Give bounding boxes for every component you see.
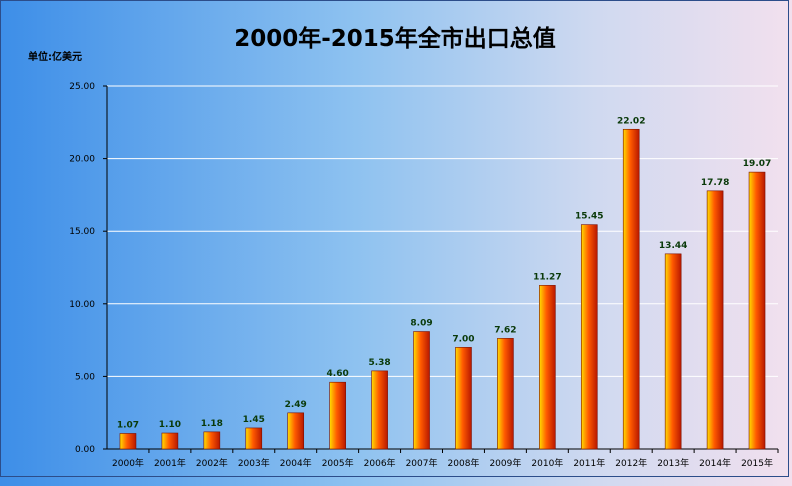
x-tick-label: 2003年 — [238, 457, 270, 469]
x-tick-label: 2011年 — [573, 457, 605, 469]
bar — [161, 432, 179, 450]
x-tick-label: 2013年 — [657, 457, 689, 469]
bar — [622, 128, 640, 450]
y-tick-label: 0.00 — [75, 445, 95, 455]
bar — [329, 381, 346, 450]
x-tick-label: 2006年 — [364, 457, 396, 469]
bar — [245, 427, 263, 450]
bar — [706, 190, 724, 450]
data-label: 7.62 — [494, 325, 516, 335]
bar — [371, 370, 388, 450]
bars — [119, 128, 766, 450]
chart-title: 2000年-2015年全市出口总值 — [234, 25, 556, 52]
unit-label: 单位:亿美元 — [28, 50, 82, 63]
bar — [119, 433, 137, 450]
x-tick-label: 2007年 — [406, 457, 438, 469]
data-label: 1.45 — [243, 415, 265, 425]
data-label: 22.02 — [617, 116, 645, 126]
bar — [539, 285, 556, 450]
data-label: 13.44 — [659, 241, 687, 251]
x-tick-label: 2005年 — [322, 457, 354, 469]
y-tick-label: 15.00 — [69, 227, 95, 237]
data-label: 2.49 — [285, 400, 307, 410]
bar — [580, 224, 598, 450]
y-tick-label: 20.00 — [69, 155, 95, 165]
chart-border — [0, 0, 789, 477]
data-label: 11.27 — [533, 272, 561, 282]
x-tick-label: 2015年 — [741, 457, 773, 469]
bar — [748, 171, 766, 450]
y-tick-label: 5.00 — [75, 372, 95, 382]
bar — [664, 253, 682, 450]
data-label: 7.00 — [452, 334, 474, 344]
bar — [287, 412, 305, 450]
tick-labels: 0.00 5.00 10.00 15.00 20.00 25.00 2000年 2001年 20… — [69, 82, 773, 469]
data-label: 17.78 — [701, 178, 729, 188]
x-tick-label: 2010年 — [531, 457, 563, 469]
data-labels: 1.07 1.10 1.18 1.45 2.49 4.60 5.38 8.09 7.00 7.62… — [117, 116, 771, 430]
data-label: 19.07 — [743, 159, 771, 169]
x-tick-label: 2009年 — [489, 457, 521, 469]
y-tick-label: 10.00 — [69, 300, 95, 310]
data-label: 1.10 — [159, 420, 181, 430]
x-tick-label: 2014年 — [699, 457, 731, 469]
bar — [497, 338, 514, 450]
data-label: 15.45 — [575, 212, 603, 222]
data-label: 4.60 — [327, 369, 349, 379]
x-tick-label: 2004年 — [280, 457, 312, 469]
x-tick-label: 2008年 — [448, 457, 480, 469]
bar — [203, 431, 221, 450]
bar — [413, 331, 430, 450]
x-tick-label: 2001年 — [154, 457, 186, 469]
x-tick-label: 2012年 — [615, 457, 647, 469]
data-label: 1.07 — [117, 420, 139, 430]
bar — [455, 347, 472, 450]
data-label: 1.18 — [201, 419, 223, 429]
x-tick-label: 2000年 — [112, 457, 144, 469]
data-label: 5.38 — [368, 358, 390, 368]
x-tick-label: 2002年 — [196, 457, 228, 469]
y-tick-label: 25.00 — [69, 82, 95, 92]
data-label: 8.09 — [410, 319, 432, 329]
